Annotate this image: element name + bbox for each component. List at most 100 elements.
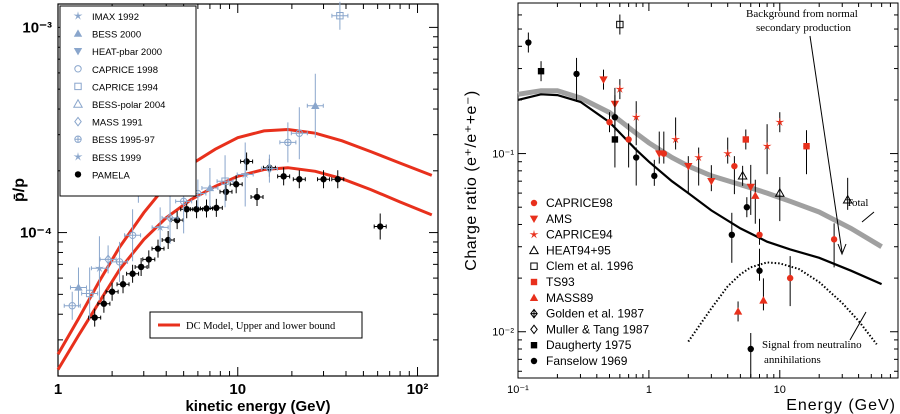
left-chart: 1 10 10² kinetic energy (GeV) 10⁻⁴ 10⁻³ p̄/p IM…: [11, 1, 439, 414]
legend-label: CAPRICE 1998: [92, 65, 158, 76]
data-point: [137, 263, 145, 271]
data-point: [284, 138, 292, 147]
data-point: [694, 152, 704, 162]
legend-marker: [74, 171, 82, 178]
legend-label: IMAX 1992: [92, 12, 139, 23]
data-point: [100, 300, 108, 307]
data-point: [265, 163, 274, 174]
data-point: [731, 162, 738, 170]
data-point: [336, 12, 344, 20]
data-point: [728, 231, 736, 239]
data-point: [334, 176, 341, 183]
legend-label: BESS 1995-97: [92, 135, 155, 146]
legend-marker: [530, 199, 538, 207]
data-point: [742, 136, 750, 143]
data-point: [631, 112, 641, 121]
series: [687, 261, 878, 345]
legend-label: Daugherty 1975: [546, 338, 632, 352]
model-legend-label: DC Model, Upper and lower bound: [186, 321, 336, 332]
legend-label: TS93: [546, 275, 575, 289]
data-point: [166, 212, 174, 223]
y-axis-label: Charge ratio (e⁺/e⁺+e⁻): [463, 90, 480, 270]
data-point: [129, 270, 136, 277]
data-point: [611, 136, 619, 143]
data-point: [655, 150, 664, 158]
series: [742, 129, 810, 175]
error-bar: [124, 209, 142, 262]
x-tick-label: 10: [774, 384, 786, 396]
annotation-arrow: [849, 311, 867, 341]
plot-frame: [517, 2, 899, 379]
legend-frame: [59, 5, 197, 197]
error-bar: [216, 155, 234, 208]
data-point: [756, 231, 763, 239]
data-point: [296, 176, 303, 183]
series: [517, 88, 883, 249]
legend-label: AMS: [546, 212, 572, 226]
annotations: Background from normal secondary producti…: [746, 8, 875, 366]
data-point: [599, 76, 608, 84]
y-tick-label: 10⁻²: [492, 327, 514, 339]
data-point: [746, 183, 755, 192]
legend-label: Clem et al. 1996: [546, 259, 634, 273]
model-curve: [56, 127, 433, 356]
data-point: [320, 176, 327, 183]
annotation-arrowhead: [837, 243, 847, 256]
data-point: [119, 281, 127, 288]
annotation-arrow: [861, 211, 875, 223]
data-point: [74, 283, 83, 291]
data-point: [311, 101, 320, 109]
series: [616, 14, 624, 35]
series: [615, 79, 785, 186]
series: [733, 179, 768, 322]
data-point: [253, 193, 261, 201]
legend-marker: [529, 215, 539, 223]
x-axis-label: kinetic energy (GeV): [185, 398, 330, 414]
data-point: [747, 345, 754, 353]
annotation: Total: [846, 197, 868, 209]
data-point: [671, 134, 681, 144]
legend-label: Golden et al. 1987: [546, 307, 644, 321]
data-point: [625, 136, 632, 143]
total-curve: [517, 93, 883, 286]
legend-marker: [73, 48, 83, 56]
series: [737, 165, 853, 222]
data-point: [179, 197, 188, 205]
data-point: [537, 67, 545, 75]
data-point: [193, 205, 200, 213]
legend-marker: [530, 308, 538, 319]
data-point: [154, 245, 162, 252]
data-point: [85, 289, 94, 298]
data-point: [203, 205, 210, 212]
data-point: [213, 204, 220, 212]
data-point: [243, 158, 250, 165]
y-axis-label: p̄/p: [11, 178, 28, 202]
y-tick-label: 10⁻¹: [492, 149, 514, 161]
annotation: annihilations: [764, 354, 821, 366]
x-tick-label: 10⁻¹: [507, 384, 529, 396]
data-point: [759, 296, 768, 304]
data-point: [128, 231, 137, 239]
data-point: [108, 288, 116, 295]
model-legend-frame: [149, 311, 363, 339]
data-point: [633, 154, 640, 161]
error-bar: [63, 291, 81, 320]
data-point: [723, 148, 733, 158]
x-tick-label: 10²: [407, 381, 429, 398]
series: [517, 93, 883, 286]
legend-label: PAMELA: [92, 170, 131, 181]
legend: IMAX 1992 BESS 2000 HEAT-pbar 2000 CAPRICE …: [59, 5, 197, 197]
annotation-arrow: [809, 35, 843, 253]
y-axis: 10⁻² 10⁻¹ Charge ratio (e⁺/e⁺+e⁻): [463, 14, 898, 372]
annotation: secondary production: [756, 22, 851, 34]
data-point: [222, 188, 230, 196]
error-bar: [189, 179, 207, 208]
x-tick-label: 10: [229, 381, 246, 398]
data-point: [280, 173, 287, 180]
data-point: [525, 39, 532, 46]
legend-marker: [530, 324, 538, 335]
legend-marker: [72, 98, 84, 108]
legend-label: BESS-polar 2004: [92, 100, 165, 111]
